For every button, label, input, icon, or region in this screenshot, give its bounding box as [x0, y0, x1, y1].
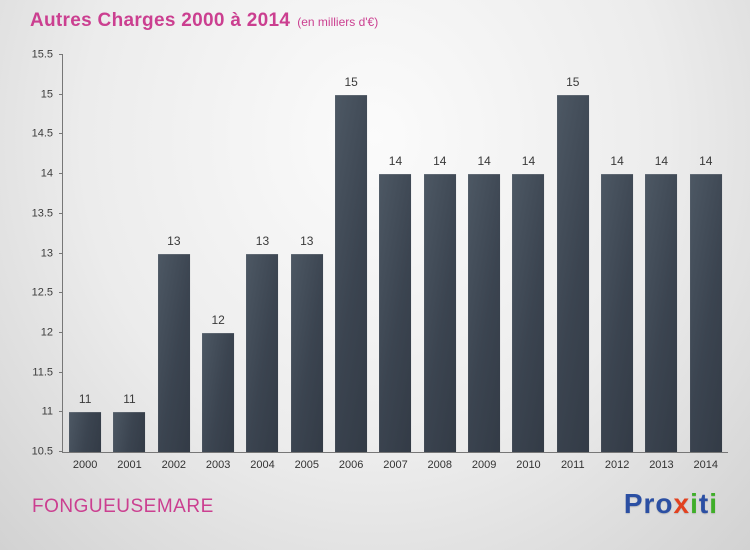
y-tick-label: 10.5	[31, 445, 53, 458]
x-tick-label-2005: 2005	[294, 459, 320, 471]
bar-2003	[202, 332, 235, 452]
value-label-2005: 13	[300, 233, 314, 248]
x-tick-label-2003: 2003	[205, 459, 231, 471]
bar-slot-2005: 13 2005	[285, 55, 329, 471]
y-tick-label: 13.5	[31, 207, 53, 220]
y-tick-mark	[59, 292, 63, 294]
bar-2011	[556, 94, 589, 452]
bar-slot-2010: 14 2010	[506, 55, 550, 471]
bar-slot-2003: 12 2003	[196, 55, 240, 471]
value-label-2009: 14	[477, 154, 491, 169]
y-tick-mark	[59, 212, 63, 214]
value-label-2014: 14	[699, 154, 713, 169]
y-tick-mark	[59, 133, 63, 135]
value-label-2008: 14	[433, 154, 447, 169]
bar-slot-2009: 14 2009	[462, 55, 506, 471]
bar-2008	[423, 174, 456, 452]
x-tick-label-2009: 2009	[471, 459, 497, 471]
logo-letter: x	[673, 488, 691, 519]
value-label-2003: 12	[211, 312, 225, 327]
y-tick-mark	[59, 252, 63, 254]
x-tick-label-2001: 2001	[117, 459, 142, 471]
bar-2007	[379, 174, 412, 452]
bars-container: 11 2000 11 2001 13 2002 12 2003 13 2004 13 2005 15 20…	[63, 55, 728, 471]
bar-slot-2008: 14 2008	[418, 55, 462, 471]
y-tick-mark	[59, 371, 63, 373]
x-tick-label-2002: 2002	[161, 459, 187, 471]
value-label-2011: 15	[566, 74, 580, 89]
bar-slot-2007: 14 2007	[373, 55, 417, 471]
y-tick-mark	[59, 411, 63, 413]
bar-2006	[335, 94, 368, 452]
plot-area: 10.5 11 11.5 12 12.5 13 13.5 14 14.5 15 15.5 11 200…	[32, 49, 728, 471]
y-tick-label: 12	[40, 326, 53, 339]
y-tick-mark	[59, 331, 63, 333]
value-label-2004: 13	[255, 233, 270, 248]
value-label-2010: 14	[521, 154, 536, 169]
bar-slot-2011: 15 2011	[551, 55, 595, 471]
x-tick-label-2000: 2000	[72, 459, 98, 471]
bar-2002	[157, 253, 190, 452]
y-tick-label: 13	[40, 247, 53, 259]
bar-2014	[689, 174, 722, 452]
value-label-2012: 14	[610, 154, 624, 169]
bar-2013	[645, 174, 678, 452]
logo-letter: t	[698, 488, 710, 519]
logo-letter: i	[690, 488, 699, 519]
y-tick-mark	[59, 451, 63, 452]
y-tick-mark	[59, 93, 63, 95]
logo-letter: i	[709, 488, 718, 519]
logo-letter: r	[643, 488, 656, 519]
y-tick-label: 15	[40, 88, 53, 101]
y-tick-label: 14.5	[31, 127, 53, 140]
value-label-2000: 11	[78, 392, 92, 407]
logo-letter: o	[655, 488, 674, 519]
proxiti-logo[interactable]: Proxiti	[624, 488, 718, 520]
value-label-2001: 11	[123, 392, 136, 407]
chart-title: Autres Charges 2000 à 2014	[30, 10, 291, 31]
y-tick-label: 14	[40, 167, 53, 180]
y-tick-mark	[59, 54, 63, 55]
value-label-2002: 13	[167, 233, 181, 248]
bar-2000	[69, 412, 102, 452]
bar-2005	[290, 253, 323, 452]
x-tick-label-2007: 2007	[383, 459, 408, 471]
value-label-2007: 14	[388, 154, 403, 169]
x-tick-label-2012: 2012	[604, 459, 630, 471]
bar-slot-2002: 13 2002	[152, 55, 196, 471]
chart-header: Autres Charges 2000 à 2014 (en milliers d…	[30, 10, 378, 32]
x-tick-label-2010: 2010	[516, 459, 541, 471]
chart-subtitle: (en milliers d'€)	[297, 15, 379, 29]
x-tick-label-2011: 2011	[560, 459, 585, 471]
y-tick-label: 11.5	[32, 366, 53, 379]
logo-letter: P	[623, 488, 644, 519]
bar-slot-2006: 15 2006	[329, 55, 373, 471]
x-tick-label-2014: 2014	[693, 459, 718, 471]
y-tick-label: 15.5	[31, 48, 53, 61]
value-label-2006: 15	[344, 74, 358, 89]
bar-slot-2014: 14 2014	[684, 55, 728, 471]
bar-slot-2004: 13 2004	[240, 55, 284, 471]
x-tick-label-2008: 2008	[427, 459, 453, 471]
bar-2004	[246, 253, 279, 452]
bar-slot-2012: 14 2012	[595, 55, 639, 471]
bar-slot-2013: 14 2013	[639, 55, 683, 471]
y-tick-label: 11	[41, 405, 53, 418]
x-tick-label-2004: 2004	[250, 459, 275, 471]
bar-slot-2001: 11 2001	[107, 55, 151, 471]
y-tick-label: 12.5	[31, 286, 53, 299]
y-tick-mark	[59, 173, 63, 175]
x-tick-label-2013: 2013	[649, 459, 674, 471]
company-name: FONGUEUSEMARE	[32, 496, 214, 517]
bar-2001	[113, 412, 146, 452]
bar-2009	[468, 174, 501, 452]
bar-2010	[512, 174, 545, 452]
bar-2012	[601, 174, 634, 452]
y-axis: 10.5 11 11.5 12 12.5 13 13.5 14 14.5 15 15.5	[1, 49, 63, 457]
value-label-2013: 14	[654, 154, 669, 169]
bar-slot-2000: 11 2000	[63, 55, 107, 471]
x-tick-label-2006: 2006	[338, 459, 364, 471]
